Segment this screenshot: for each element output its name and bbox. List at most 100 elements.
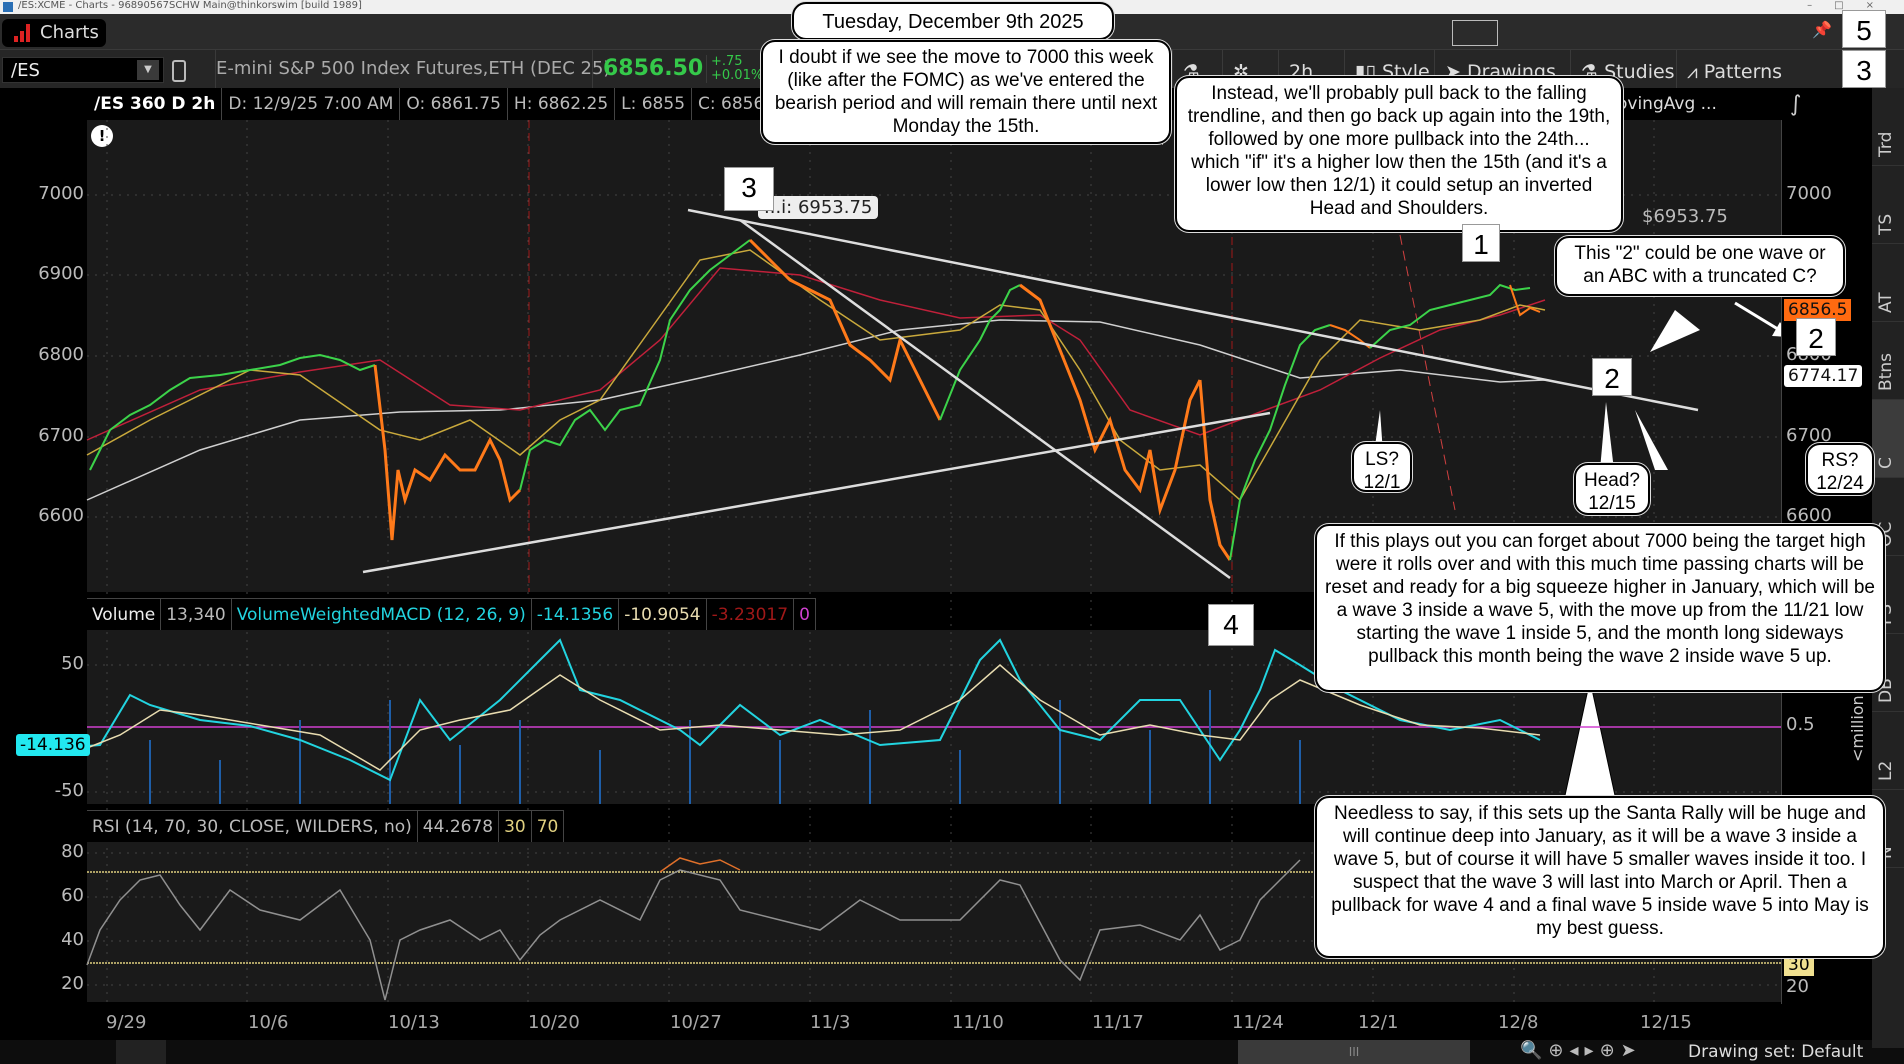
volume-value: 13,340 — [161, 598, 232, 630]
rsi-tick-right: 20 — [1786, 976, 1809, 997]
rsi-tick: 60 — [61, 885, 84, 906]
annotation-fomc: I doubt if we see the move to 7000 this … — [761, 40, 1171, 144]
rsi-level-flag: 30 — [1784, 954, 1814, 976]
x-tick: 10/20 — [528, 1012, 580, 1033]
last-price: 6856.50 — [592, 50, 703, 88]
x-tick: 9/29 — [106, 1012, 147, 1033]
rail-at[interactable]: AT — [1872, 244, 1904, 322]
macd-tick: 50 — [61, 653, 84, 674]
price-tick-right: 6700 — [1786, 425, 1832, 446]
x-tick: 11/17 — [1092, 1012, 1144, 1033]
high-bubble: ...i: 6953.75 — [758, 196, 879, 219]
x-tick: 11/24 — [1232, 1012, 1284, 1033]
rsi-overbought: 70 — [531, 810, 565, 842]
annotation-wave-outlook: If this plays out you can forget about 7… — [1315, 524, 1885, 692]
volume-label: Volume — [87, 598, 162, 630]
annotation-right-shoulder: RS? 12/24 — [1806, 443, 1874, 495]
chevron-down-icon[interactable]: ▼ — [137, 60, 159, 80]
patterns-icon: ⩘ — [1687, 61, 1704, 83]
rail-label: C — [1876, 457, 1896, 469]
annotation-head: Head? 12/15 — [1574, 463, 1650, 515]
price-tick-right: 7000 — [1786, 183, 1832, 204]
wave-label-4: 4 — [1208, 604, 1254, 646]
wave-label-2-current: 2 — [1796, 318, 1836, 356]
x-tick: 10/13 — [388, 1012, 440, 1033]
rail-l2[interactable]: L2 — [1872, 712, 1904, 790]
rsi-study-name[interactable]: RSI (14, 70, 30, CLOSE, WILDERS, no) — [87, 810, 418, 842]
auto-scale-icon[interactable]: ∫ — [1790, 92, 1802, 117]
x-tick: 12/15 — [1640, 1012, 1692, 1033]
rs-label: RS? — [1821, 450, 1859, 471]
zoom-pan-controls[interactable]: 🔍⊕◂▸⊕➤ — [1520, 1040, 1642, 1061]
annotation-left-shoulder: LS? 12/1 — [1352, 442, 1412, 493]
x-tick: 11/3 — [810, 1012, 851, 1033]
scrollbar-thumb[interactable]: III — [1238, 1040, 1470, 1064]
rail-db[interactable]: DB — [1872, 634, 1904, 712]
rail-label: L2 — [1876, 760, 1896, 781]
x-tick: 10/6 — [248, 1012, 289, 1033]
macd-zero-value: 0 — [794, 598, 816, 630]
price-tick: 6700 — [38, 425, 84, 446]
chart-info-bar: /ES 360 D 2h D: 12/9/25 7:00 AM O: 6861.… — [88, 88, 840, 120]
rail-oc[interactable]: OC — [1872, 478, 1904, 556]
annotation-wave-2: This "2" could be one wave or an ABC wit… — [1555, 236, 1845, 296]
tab-charts[interactable]: Charts — [2, 19, 106, 47]
volume-unit-label: <million — [1848, 695, 1867, 762]
bar-low: L: 6855 — [615, 88, 693, 120]
symbol-selector[interactable]: /ES ▼ — [2, 57, 164, 83]
rail-label: Trd — [1876, 131, 1896, 157]
pin-icon[interactable]: 📌 — [1812, 20, 1832, 39]
chart-title: /ES 360 D 2h — [88, 88, 223, 120]
link-icon[interactable] — [172, 60, 186, 82]
tab-charts-label: Charts — [40, 22, 99, 43]
drawing-set-label[interactable]: Drawing set: Default — [1688, 1042, 1864, 1062]
macd-diff-value: -3.23017 — [706, 598, 795, 630]
price-tick: 7000 — [38, 183, 84, 204]
moving-average-flag: 6774.17 — [1784, 365, 1863, 387]
study-label-moving-avg: ovingAvg ... — [1612, 88, 1721, 120]
rail-btns[interactable]: Btns — [1872, 322, 1904, 400]
x-tick: 10/27 — [670, 1012, 722, 1033]
scroll-start-handle[interactable] — [116, 1040, 166, 1064]
alert-icon[interactable]: ! — [91, 125, 113, 147]
current-price-flag: 6856.5 — [1784, 299, 1852, 321]
head-label: Head? — [1584, 470, 1640, 491]
change-abs: +.75 — [711, 54, 743, 69]
bar-date: D: 12/9/25 7:00 AM — [222, 88, 401, 120]
layout-icon[interactable] — [1452, 20, 1498, 46]
price-tick-right: 6600 — [1786, 505, 1832, 526]
rail-c[interactable]: C — [1872, 400, 1904, 478]
bar-open: O: 6861.75 — [400, 88, 508, 120]
change-pct: +0.01% — [711, 68, 764, 83]
wave-label-3: 3 — [724, 167, 774, 211]
macd-study-name[interactable]: VolumeWeightedMACD (12, 26, 9) — [231, 598, 532, 630]
x-tick: 12/1 — [1358, 1012, 1399, 1033]
price-tick: 6600 — [38, 505, 84, 526]
wave-label-3-top: 3 — [1842, 50, 1886, 88]
ls-label: LS? — [1365, 449, 1399, 470]
price-tick: 6800 — [38, 344, 84, 365]
rail-trd[interactable]: Trd — [1872, 88, 1904, 166]
wave-label-5-top: 5 — [1842, 10, 1886, 48]
rsi-value: 44.2678 — [417, 810, 500, 842]
rail-n[interactable]: N — [1872, 790, 1904, 868]
window-title: /ES:XCME - Charts - 96890567SCHW Main@th… — [18, 0, 362, 11]
macd-value: -14.1356 — [531, 598, 620, 630]
x-tick: 11/10 — [952, 1012, 1004, 1033]
annotation-santa-rally: Needless to say, if this sets up the San… — [1315, 796, 1885, 958]
head-date: 12/15 — [1588, 493, 1636, 514]
rail-ts[interactable]: TS — [1872, 166, 1904, 244]
bottom-scroll-bar[interactable] — [0, 1040, 1904, 1064]
window-controls[interactable]: –□× — [1807, 0, 1896, 11]
price-change: +.75 +0.01% — [706, 55, 763, 83]
rail-ps[interactable]: PS — [1872, 556, 1904, 634]
ls-date: 12/1 — [1363, 472, 1401, 493]
macd-pane-header: Volume 13,340 VolumeWeightedMACD (12, 26… — [87, 598, 816, 630]
date-annotation: Tuesday, December 9th 2025 — [792, 2, 1114, 40]
bar-high: H: 6862.25 — [508, 88, 616, 120]
rsi-tick: 20 — [61, 973, 84, 994]
price-tick: 6900 — [38, 263, 84, 284]
patterns-button[interactable]: ⩘ Patterns — [1676, 50, 1806, 88]
bar-chart-icon — [14, 24, 36, 42]
